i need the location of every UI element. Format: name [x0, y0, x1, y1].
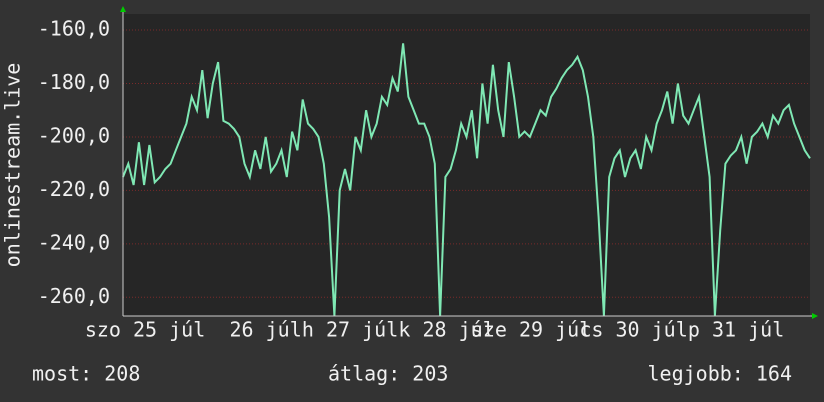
y-axis-label: onlinestream.live — [1, 63, 25, 268]
x-tick-label: szo 25 júl — [85, 318, 205, 342]
footer-best: legjobb: 164 — [648, 362, 793, 386]
data-line — [122, 43, 811, 317]
footer-average: átlag: 203 — [328, 362, 448, 386]
plot-area — [123, 14, 810, 316]
y-axis-arrow — [120, 6, 126, 12]
y-tick-label: -260,0 — [38, 284, 110, 308]
x-tick-label: sze 29 júl — [471, 318, 591, 342]
x-tick-label: h 27 júl — [302, 318, 398, 342]
x-axis-arrow — [812, 313, 818, 319]
x-tick-label: cs 30 júl — [579, 318, 687, 342]
x-tick-label: 26 júl — [230, 318, 302, 342]
y-tick-label: -180,0 — [38, 70, 110, 94]
x-tick-label: p 31 júl — [688, 318, 784, 342]
footer-current: most: 208 — [32, 362, 140, 386]
y-tick-label: -240,0 — [38, 230, 110, 254]
y-tick-label: -220,0 — [38, 177, 110, 201]
y-tick-label: -160,0 — [38, 17, 110, 41]
x-tick-label: k 28 júl — [398, 318, 494, 342]
y-tick-label: -200,0 — [38, 123, 110, 147]
